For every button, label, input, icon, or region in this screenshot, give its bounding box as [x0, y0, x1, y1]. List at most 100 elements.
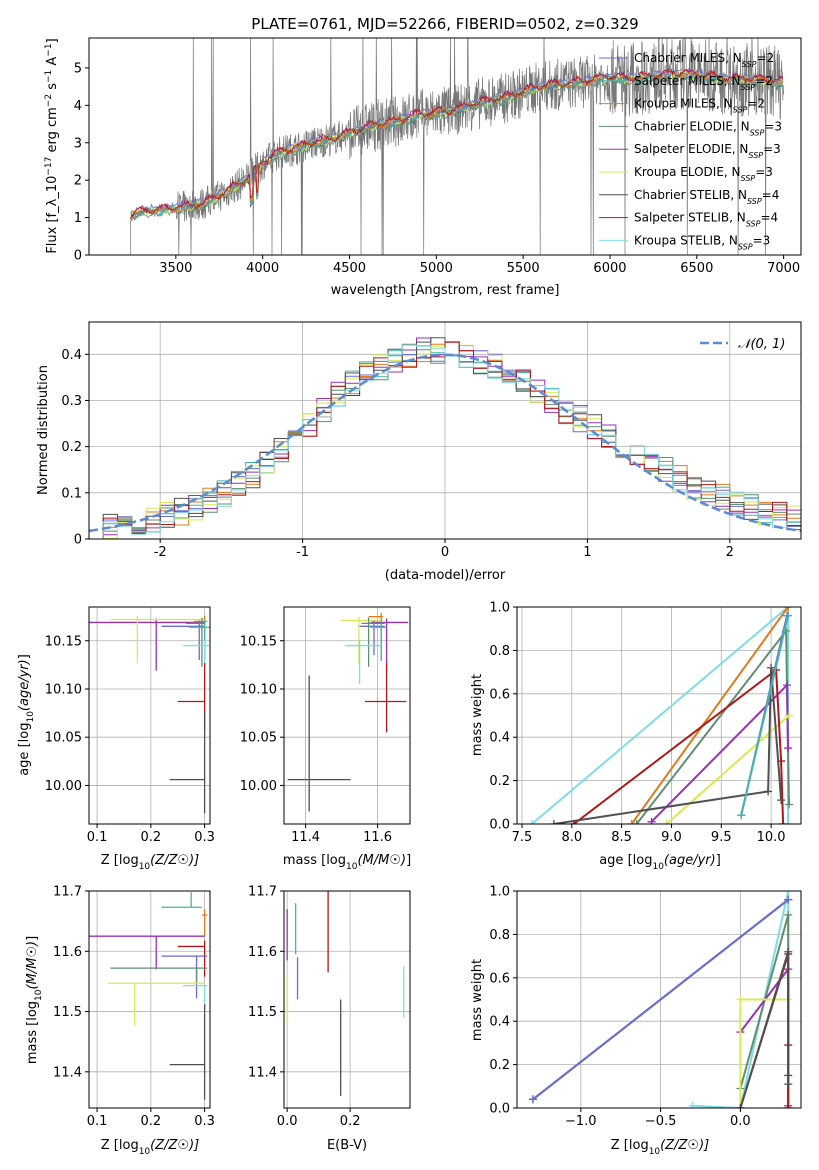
y-tick-label: 0.0 — [489, 1102, 510, 1117]
axes-frame: −1.0 −0.5 0.0 0.0 0.2 0.4 0.6 0.8 1.0 Z [log10(Z/… — [470, 885, 802, 1157]
y-tick-label: 0.3 — [61, 394, 82, 409]
axes-border — [88, 606, 211, 825]
axes-frame: 0.0 0.2 11.4 11.5 11.6 11.7 E(B-V) — [248, 885, 411, 1153]
x-tick-label: 0 — [441, 545, 449, 560]
weight-marker — [783, 681, 792, 690]
x-tick-label: 9.5 — [711, 830, 732, 845]
x-tick-label: -1 — [296, 545, 309, 560]
y-tick-label: 0.1 — [61, 486, 82, 501]
panel-mass-vs-Z: 0.1 0.2 0.3 11.4 11.5 11.6 11.7 Z [log10(Z/Z☉)]… — [25, 885, 215, 1158]
panel-weight-vs-age: 7.5 8.0 8.5 9.0 9.5 10.0 0.0 0.2 0.4 0.6 0.8 1.0 age… — [470, 601, 802, 872]
axes-frame: 0.1 0.2 0.3 11.4 11.5 11.6 11.7 Z [log10(Z/Z☉)]… — [25, 885, 215, 1158]
model-spectrum — [130, 70, 784, 219]
axes-frame: -2 -1 0 1 2 0 0.1 0.2 0.3 0.4 𝒩(0, 1) (data-model)/… — [36, 321, 802, 583]
weight-marker — [784, 910, 793, 919]
y-tick-label: 2 — [74, 174, 82, 189]
plot-area — [527, 607, 794, 824]
axes-frame: 0.1 0.2 0.3 10.00 10.05 10.10 10.15 Z [log10(Z/… — [17, 606, 215, 872]
weight-marker — [736, 995, 745, 1004]
weight-marker — [527, 820, 536, 824]
y-tick-label: 10.10 — [240, 682, 277, 697]
weight-marker — [647, 817, 656, 824]
y-tick-label: 11.6 — [53, 945, 82, 960]
weight-marker — [784, 895, 793, 904]
weight-marker — [784, 611, 793, 620]
y-tick-label: 10.00 — [45, 779, 82, 794]
panel-age-vs-Z: 0.1 0.2 0.3 10.00 10.05 10.10 10.15 Z [log10(Z/… — [17, 606, 215, 872]
y-tick-label: 11.7 — [248, 885, 277, 900]
weight-marker — [784, 1071, 793, 1080]
y-tick-label: 0.2 — [61, 440, 82, 455]
weight-marker — [632, 820, 641, 824]
x-tick-label: 7000 — [767, 261, 800, 276]
x-tick-label: 10.0 — [757, 830, 786, 845]
y-tick-label: 11.7 — [53, 885, 82, 900]
axes-border — [88, 890, 211, 1109]
axes-border — [88, 37, 802, 256]
y-tick-label: 5 — [74, 61, 82, 76]
panel-residuals: -2 -1 0 1 2 0 0.1 0.2 0.3 0.4 𝒩(0, 1) (data-model)/… — [36, 321, 802, 583]
y-tick-label: 10.05 — [45, 731, 82, 746]
x-tick-label: 6000 — [593, 261, 626, 276]
weight-line — [531, 607, 789, 824]
y-tick-label: 10.15 — [45, 634, 82, 649]
x-tick-label: 0.1 — [87, 830, 108, 845]
model-spectrum — [130, 68, 784, 220]
x-tick-label: 8.0 — [561, 830, 582, 845]
y-axis-label: mass weight — [470, 674, 485, 756]
legend-entry: 𝒩(0, 1) — [738, 337, 785, 352]
x-tick-label: 1 — [583, 545, 591, 560]
panel-mass-vs-ebv: 0.0 0.2 11.4 11.5 11.6 11.7 E(B-V) — [248, 885, 411, 1153]
weight-line — [573, 667, 785, 824]
weight-marker — [764, 787, 773, 796]
y-tick-label: 1.0 — [489, 885, 510, 900]
weight-line — [630, 607, 789, 824]
y-tick-label: 4 — [74, 99, 82, 114]
legend-entry: Salpeter ELODIE, NSSP=3 — [634, 142, 781, 160]
weight-marker — [785, 800, 794, 809]
weight-marker — [785, 711, 794, 720]
histogram-series — [89, 344, 801, 539]
weight-marker — [767, 663, 776, 672]
x-tick-label: 9.0 — [661, 830, 682, 845]
y-tick-label: 11.5 — [248, 1005, 277, 1020]
weight-line — [665, 714, 790, 824]
legend-entry: Chabrier STELIB, NSSP=4 — [634, 188, 779, 206]
y-tick-label: 3 — [74, 136, 82, 151]
weight-marker — [784, 820, 793, 824]
y-tick-label: 0.4 — [489, 731, 510, 746]
y-axis-label: Normed distribution — [36, 365, 51, 495]
x-tick-label: 3500 — [159, 261, 192, 276]
plot-area — [89, 615, 210, 814]
y-tick-label: 11.4 — [53, 1065, 82, 1080]
x-tick-label: 0.3 — [194, 830, 215, 845]
weight-marker — [627, 820, 636, 824]
weight-marker — [777, 796, 786, 805]
y-axis-label: mass weight — [470, 959, 485, 1041]
panel-weight-vs-Z: −1.0 −0.5 0.0 0.0 0.2 0.4 0.6 0.8 1.0 Z [log10(Z/… — [470, 885, 802, 1157]
x-tick-label: 8.5 — [611, 830, 632, 845]
y-tick-label: 0 — [74, 533, 82, 548]
legend-entry: Salpeter MILES, NSSP=2 — [634, 74, 773, 92]
y-tick-label: 0.4 — [61, 348, 82, 363]
legend-entry: Salpeter STELIB, NSSP=4 — [634, 211, 778, 229]
legend-entry: Chabrier MILES, NSSP=2 — [634, 51, 774, 69]
y-tick-label: 10.10 — [45, 682, 82, 697]
model-spectrum — [130, 67, 784, 217]
y-tick-label: 0 — [74, 249, 82, 264]
x-tick-label: −1.0 — [565, 1114, 597, 1129]
legend-entry: Chabrier ELODIE, NSSP=3 — [634, 119, 782, 137]
axes-frame: 11.4 11.6 10.00 10.05 10.10 10.15 mass [log10(… — [240, 606, 411, 872]
weight-marker — [784, 1080, 793, 1089]
y-tick-label: 0.4 — [489, 1015, 510, 1030]
legend: Chabrier MILES, NSSP=2 Salpeter MILES, NS… — [599, 51, 782, 251]
gaussian-curve — [89, 353, 801, 533]
weight-line — [739, 998, 789, 1108]
legend-entry: Kroupa STELIB, NSSP=3 — [634, 233, 770, 251]
legend-entry: Kroupa ELODIE, NSSP=3 — [634, 165, 773, 183]
x-tick-label: 0.1 — [87, 1114, 108, 1129]
y-axis-label: Flux [f_λ_10−17 erg cm−2 s−1 A−1] — [44, 38, 60, 253]
plot-area — [130, 38, 784, 255]
weight-marker — [528, 1095, 537, 1104]
